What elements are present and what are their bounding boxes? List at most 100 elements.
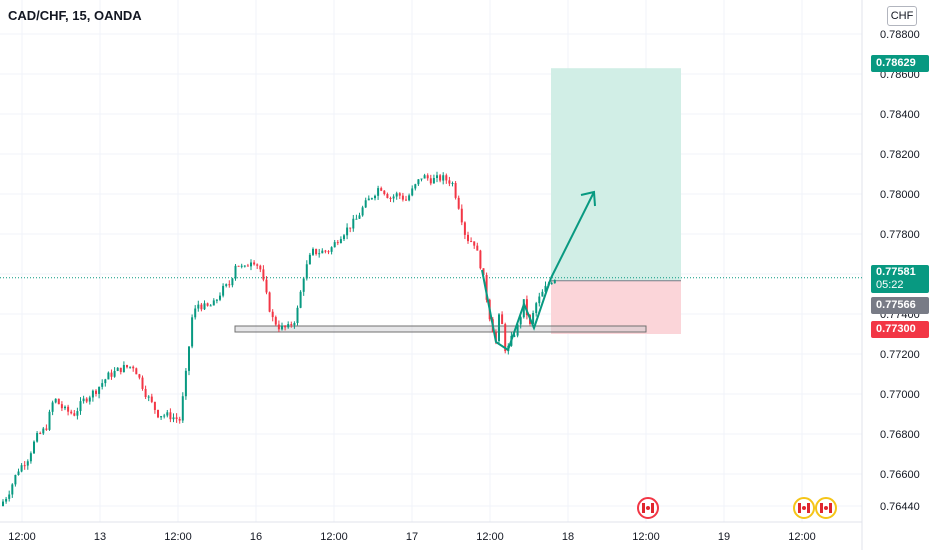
canada-flag-icon[interactable] <box>815 497 837 519</box>
candle-body <box>501 314 504 325</box>
candle-body <box>104 379 107 384</box>
candle-body <box>525 299 528 316</box>
symbol-title[interactable]: CAD/CHF, 15, OANDA <box>8 8 142 23</box>
candle-body <box>228 284 231 286</box>
candle-body <box>265 279 268 293</box>
y-tick-label: 0.78800 <box>880 29 920 41</box>
candle-body <box>73 413 76 416</box>
candle-body <box>355 218 358 220</box>
candle-body <box>231 278 234 286</box>
y-tick-label: 0.78200 <box>880 149 920 161</box>
candle-body <box>544 285 547 292</box>
candle-body <box>451 183 454 185</box>
candle-body <box>420 178 423 180</box>
candle-body <box>346 227 349 236</box>
take-profit-zone <box>551 68 681 281</box>
candle-body <box>361 207 364 216</box>
candle-body <box>150 396 153 402</box>
candle-body <box>454 183 457 198</box>
candle-body <box>401 195 404 200</box>
candle-body <box>194 308 197 318</box>
candle-body <box>200 304 203 310</box>
candle-body <box>327 251 330 253</box>
candle-body <box>293 323 296 326</box>
candle-body <box>14 474 17 485</box>
candle-body <box>405 199 407 201</box>
x-tick-label: 12:00 <box>476 531 504 543</box>
candle-body <box>101 383 104 387</box>
candle-body <box>2 501 4 506</box>
candle-body <box>535 303 538 314</box>
candle-body <box>532 313 535 324</box>
x-tick-label: 12:00 <box>788 531 816 543</box>
candle-body <box>33 441 35 454</box>
candle-body <box>36 433 39 442</box>
candle-body <box>39 433 42 435</box>
candle-body <box>339 239 342 244</box>
y-tick-label: 0.77200 <box>880 349 920 361</box>
candle-body <box>234 265 237 279</box>
candle-body <box>135 368 138 375</box>
candle-body <box>197 304 200 309</box>
candle-body <box>70 411 73 414</box>
candle-body <box>222 285 225 296</box>
candle-body <box>541 291 544 297</box>
candle-body <box>470 241 473 243</box>
candle-body <box>5 498 8 502</box>
candle-body <box>153 401 156 410</box>
candle-body <box>296 307 299 324</box>
x-tick-label: 18 <box>562 531 574 543</box>
candle-body <box>482 268 485 276</box>
x-tick-label: 16 <box>250 531 262 543</box>
candle-body <box>268 292 271 312</box>
candle-body <box>439 175 442 181</box>
canada-flag-icon[interactable] <box>793 497 815 519</box>
candle-body <box>429 178 432 184</box>
candle-body <box>79 401 82 412</box>
candle-body <box>330 247 333 252</box>
y-tick-label: 0.76800 <box>880 429 920 441</box>
candle-body <box>485 275 488 300</box>
take-profit-price-tag: 0.78629 <box>871 55 929 72</box>
x-tick-label: 12:00 <box>632 531 660 543</box>
x-tick-label: 17 <box>406 531 418 543</box>
candle-body <box>324 250 327 252</box>
currency-button[interactable]: CHF <box>887 6 917 26</box>
candle-body <box>126 365 128 368</box>
candle-body <box>48 411 51 430</box>
candle-body <box>463 222 466 235</box>
candle-body <box>473 241 476 246</box>
candle-body <box>383 190 386 195</box>
candle-body <box>398 193 401 196</box>
candle-body <box>113 370 116 377</box>
candle-body <box>284 325 287 328</box>
candle-body <box>349 227 352 229</box>
candle-body <box>321 250 324 254</box>
candle-body <box>274 317 277 325</box>
candle-body <box>423 175 426 179</box>
candle-body <box>67 406 70 412</box>
candle-body <box>11 484 14 495</box>
candle-body <box>116 367 119 371</box>
candle-body <box>42 428 45 434</box>
candle-body <box>333 242 336 248</box>
y-tick-label: 0.78600 <box>880 69 920 81</box>
candle-body <box>281 325 283 330</box>
candle-body <box>91 390 94 398</box>
projection-arrowhead <box>580 190 596 207</box>
candle-body <box>259 265 262 270</box>
candle-body <box>29 453 32 462</box>
canada-flag-icon[interactable] <box>637 497 659 519</box>
candle-body <box>45 428 48 430</box>
candle-body <box>374 195 376 199</box>
candle-body <box>175 417 178 419</box>
candle-body <box>166 412 169 416</box>
candle-body <box>395 193 398 197</box>
candle-body <box>352 218 355 229</box>
candle-body <box>358 215 361 219</box>
candle-body <box>460 208 463 223</box>
candle-body <box>253 262 256 265</box>
candle-body <box>538 296 541 304</box>
